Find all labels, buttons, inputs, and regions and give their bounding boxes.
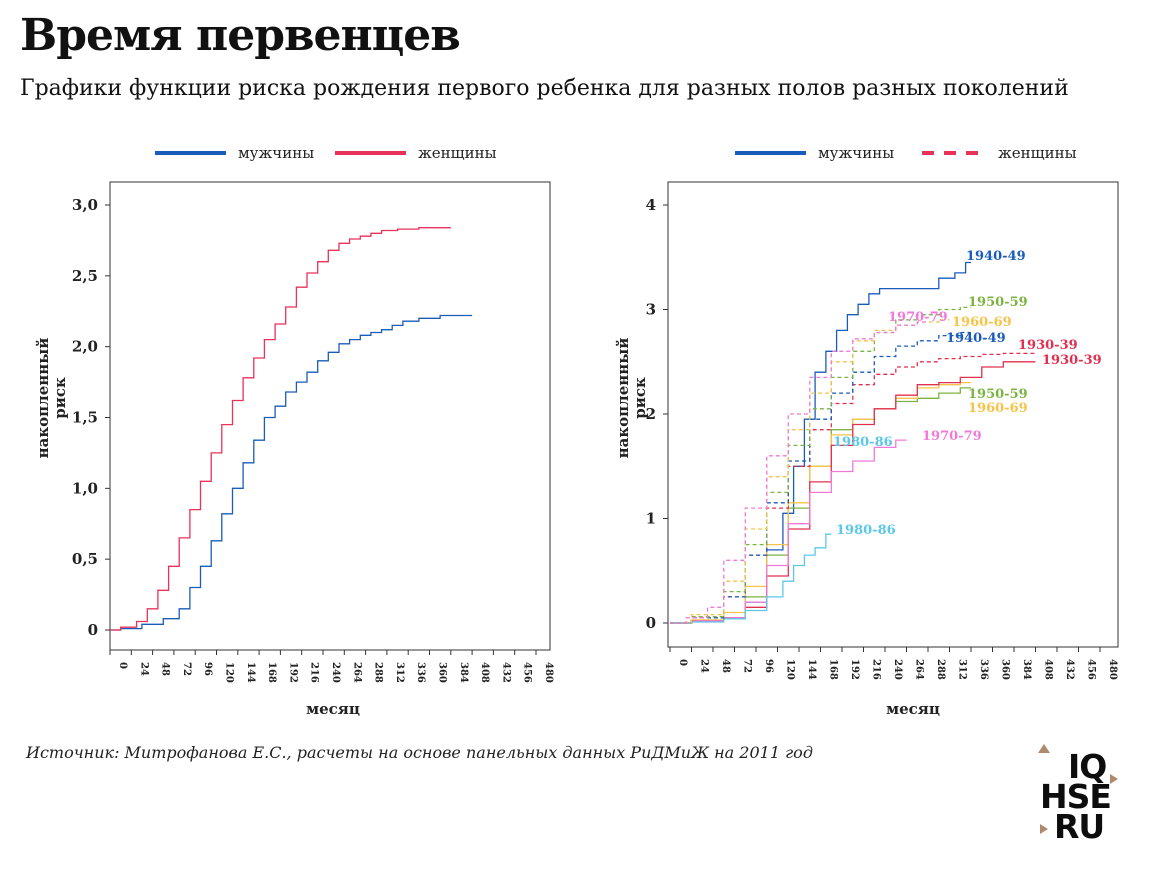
logo-triangle-left-icon — [1040, 824, 1048, 834]
x-tick-label: 384 — [1021, 659, 1032, 680]
logo-line-3: RU — [1054, 807, 1105, 846]
legend-label-1: мужчины — [238, 144, 314, 162]
logo-line-1: IQ — [1068, 747, 1107, 786]
y-axis-label: накопленныйриск — [34, 338, 69, 459]
x-tick-label: 216 — [871, 659, 882, 680]
y-tick-label: 0 — [646, 614, 656, 632]
series-line-6 — [670, 533, 832, 624]
series-annotation: 1960-69 — [968, 401, 1028, 416]
series-annotation: 1980-86 — [833, 435, 893, 450]
series-line-2 — [670, 387, 971, 624]
x-tick-label: 456 — [522, 662, 533, 683]
y-tick-label: 3 — [646, 301, 656, 319]
y-tick-label: 1,0 — [72, 479, 98, 497]
x-tick-label: 288 — [373, 662, 384, 683]
x-tick-label: 216 — [309, 662, 320, 683]
x-tick-label: 48 — [720, 659, 731, 673]
y-tick-label: 2,0 — [72, 338, 98, 356]
x-tick-label: 360 — [437, 662, 448, 683]
x-tick-label: 480 — [543, 662, 554, 683]
x-tick-label: 432 — [500, 662, 511, 683]
series-line-1 — [110, 314, 473, 631]
x-tick-label: 408 — [1043, 659, 1054, 680]
x-tick-label: 192 — [287, 662, 298, 683]
series-annotation: 1950-59 — [968, 295, 1028, 310]
x-tick-label: 144 — [806, 659, 817, 680]
x-tick-label: 288 — [935, 659, 946, 680]
x-tick-label: 312 — [957, 659, 968, 680]
page-title: Время первенцев — [20, 10, 461, 61]
plot-frame — [667, 181, 1119, 648]
logo-line-2: HSE — [1040, 777, 1112, 816]
series-annotation: 1960-69 — [952, 315, 1012, 330]
x-tick-label: 360 — [1000, 659, 1011, 680]
x-tick-label: 24 — [138, 662, 149, 676]
y-tick-label: 1,5 — [72, 409, 98, 427]
x-tick-label: 264 — [351, 662, 362, 683]
series-annotation: 1930-39 — [1018, 338, 1078, 353]
y-tick-label: 4 — [646, 196, 656, 214]
x-tick-label: 192 — [849, 659, 860, 680]
x-tick-label: 0 — [117, 662, 128, 669]
x-tick-label: 480 — [1107, 659, 1118, 680]
x-tick-label: 312 — [394, 662, 405, 683]
x-tick-label: 168 — [828, 659, 839, 680]
series-line-9 — [670, 306, 971, 624]
x-tick-label: 264 — [914, 659, 925, 680]
series-line-11 — [670, 321, 928, 624]
x-tick-label: 72 — [181, 662, 192, 676]
legend-label-2: женщины — [998, 144, 1077, 162]
x-tick-label: 336 — [978, 659, 989, 680]
series-annotation: 1950-59 — [968, 387, 1028, 402]
legend-label-1: мужчины — [818, 144, 894, 162]
x-tick-label: 168 — [266, 662, 277, 683]
x-axis-label: месяц — [306, 700, 360, 718]
series-annotation: 1940-49 — [966, 249, 1026, 264]
x-tick-label: 72 — [742, 659, 753, 673]
series-annotation: 1970-79 — [888, 310, 948, 325]
y-tick-label: 0 — [88, 621, 98, 639]
logo-triangle-top-icon — [1038, 744, 1050, 753]
y-tick-label: 3,0 — [72, 196, 98, 214]
series-annotation: 1940-49 — [946, 331, 1006, 346]
x-tick-label: 120 — [224, 662, 235, 683]
x-tick-label: 0 — [677, 659, 688, 666]
series-annotation: 1970-79 — [922, 429, 982, 444]
source-note: Источник: Митрофанова Е.С., расчеты на о… — [26, 743, 813, 762]
series-annotation: 1930-39 — [1042, 353, 1102, 368]
series-line-8 — [670, 331, 971, 624]
x-tick-label: 384 — [458, 662, 469, 683]
page-subtitle: Графики функции риска рождения первого р… — [20, 76, 1069, 101]
x-axis-label: месяц — [886, 700, 940, 718]
x-tick-label: 144 — [245, 662, 256, 683]
x-tick-label: 432 — [1064, 659, 1075, 680]
series-line-3 — [670, 381, 971, 624]
x-tick-label: 96 — [763, 659, 774, 673]
logo-triangle-right-icon — [1110, 774, 1118, 784]
y-tick-label: 2,5 — [72, 267, 98, 285]
x-tick-label: 120 — [785, 659, 796, 680]
chart-panel-1: накопленныйриск — [34, 151, 551, 655]
x-tick-label: 240 — [892, 659, 903, 680]
x-tick-label: 456 — [1086, 659, 1097, 680]
series-annotation: 1980-86 — [836, 523, 896, 538]
x-tick-label: 48 — [160, 662, 171, 676]
plot-frame — [109, 181, 551, 651]
legend-label-2: женщины — [418, 144, 497, 162]
y-tick-label: 0,5 — [72, 550, 98, 568]
y-axis-label: накопленныйриск — [614, 338, 649, 459]
chart-panel-2: накопленныйриск — [614, 151, 1119, 652]
series-line-2 — [110, 227, 451, 631]
x-tick-label: 24 — [699, 659, 710, 673]
x-tick-label: 96 — [202, 662, 213, 676]
x-tick-label: 408 — [479, 662, 490, 683]
y-tick-label: 2 — [646, 405, 656, 423]
hse-logo: IQ HSE RU — [1030, 744, 1130, 854]
y-tick-label: 1 — [646, 510, 656, 528]
x-tick-label: 240 — [330, 662, 341, 683]
x-tick-label: 336 — [415, 662, 426, 683]
